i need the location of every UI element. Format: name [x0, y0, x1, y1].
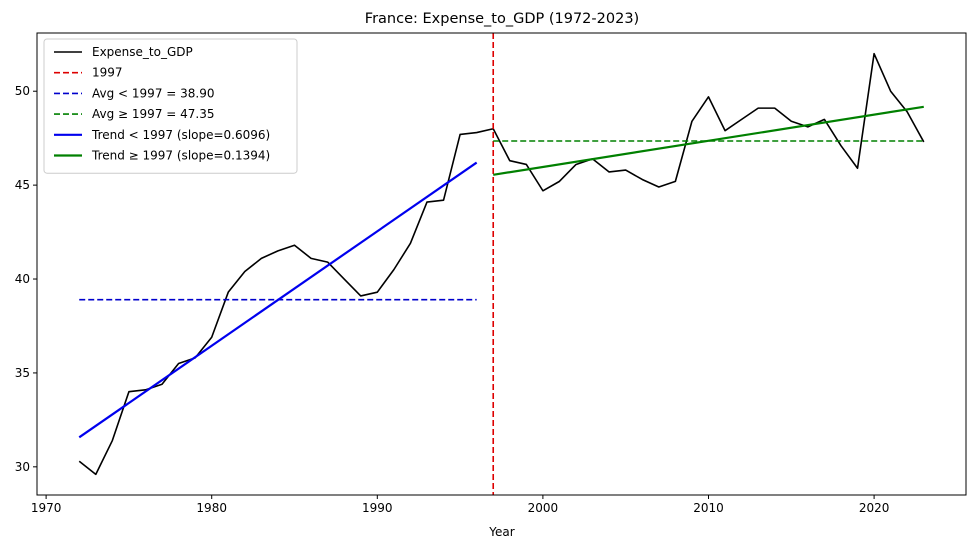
legend-label: Avg ≥ 1997 = 47.35 — [92, 107, 214, 121]
chart-title: France: Expense_to_GDP (1972-2023) — [365, 11, 639, 27]
legend-label: 1997 — [92, 66, 123, 80]
y-tick-label: 30 — [15, 460, 30, 474]
series-expense-to-gdp-line — [78, 52, 925, 476]
series-group — [78, 33, 925, 495]
plot-layer — [78, 33, 925, 495]
x-tick-label: 2000 — [528, 501, 559, 515]
legend-label: Expense_to_GDP — [92, 45, 193, 59]
legend: Expense_to_GDP 1997 Avg < 1997 = 38.90 Avg … — [43, 38, 298, 174]
series-trend-1997-slope-0-1394-line — [493, 105, 924, 176]
x-tick-label: 1990 — [362, 501, 393, 515]
x-tick-label: 1970 — [31, 501, 62, 515]
x-tick-label: 1980 — [196, 501, 227, 515]
x-axis-label: Year — [488, 525, 514, 539]
legend-box — [43, 38, 298, 174]
axes-layer: 1970 1980 1990 2000 2010 2020 30 35 40 45 50 — [15, 84, 890, 515]
series-trend-1997-slope-0-6096-line — [78, 161, 478, 439]
x-tick-label: 2020 — [859, 501, 890, 515]
y-tick-label: 45 — [15, 178, 30, 192]
legend-label: Trend < 1997 (slope=0.6096) — [91, 128, 270, 142]
y-tick-label: 50 — [15, 84, 30, 98]
x-tick-label: 2010 — [693, 501, 724, 515]
y-tick-label: 35 — [15, 366, 30, 380]
legend-label: Trend ≥ 1997 (slope=0.1394) — [91, 149, 270, 163]
y-tick-label: 40 — [15, 272, 30, 286]
plot-frame — [36, 32, 967, 496]
legend-label: Avg < 1997 = 38.90 — [92, 86, 214, 100]
